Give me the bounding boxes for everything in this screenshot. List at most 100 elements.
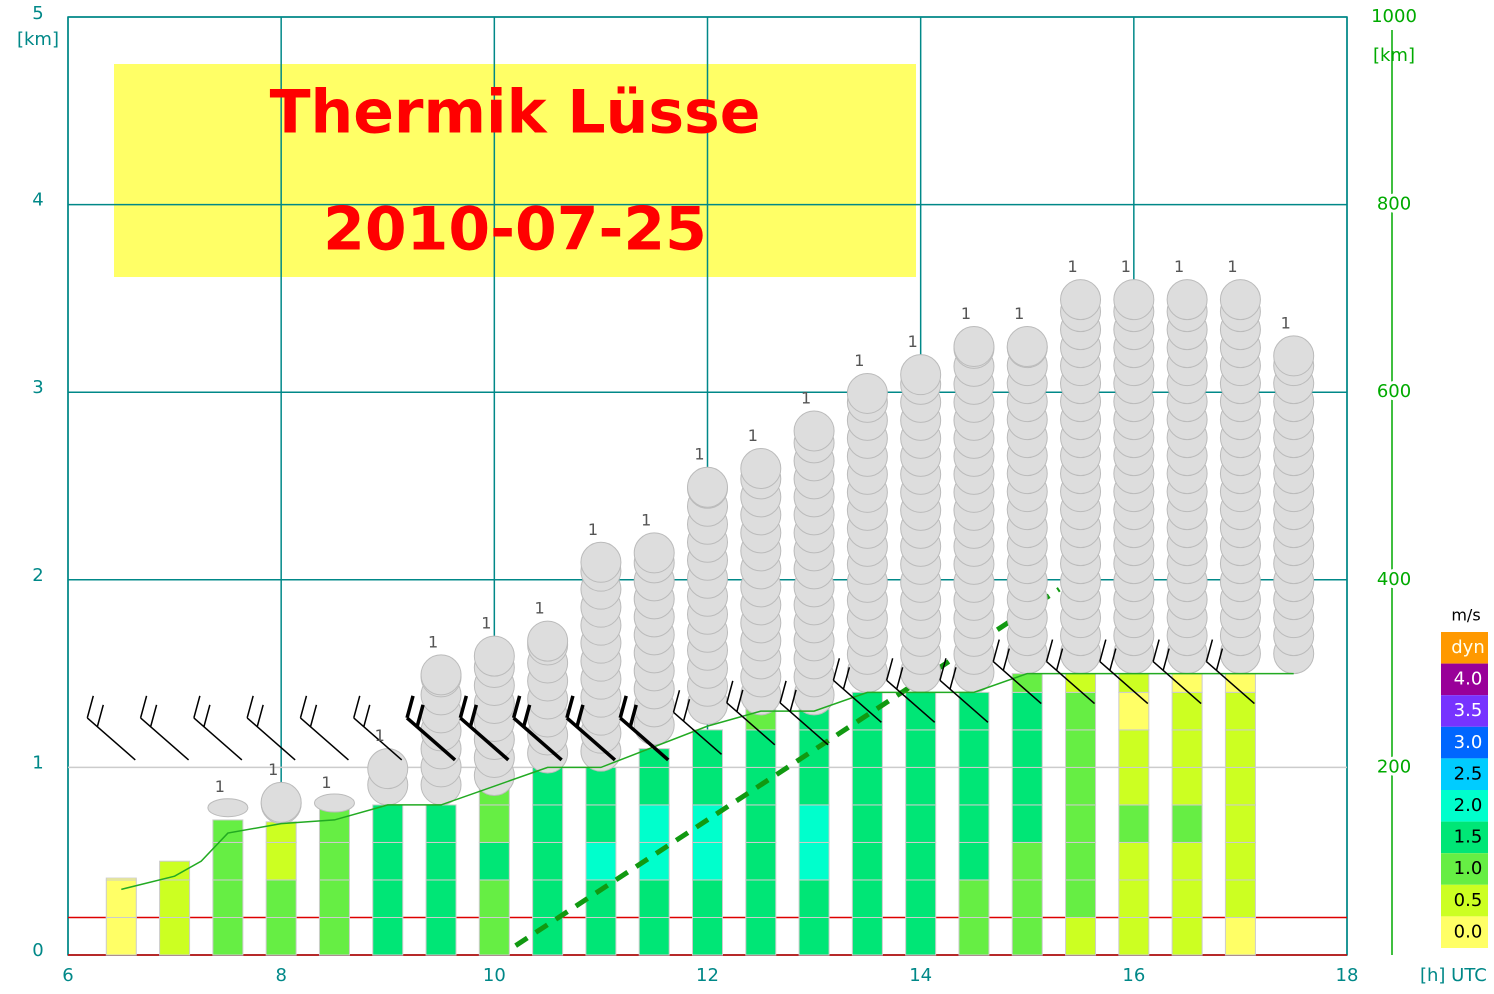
wind-barb-feather xyxy=(246,695,264,728)
thermal-cell xyxy=(585,916,617,956)
thermal-cell xyxy=(745,879,777,918)
thermal-cell xyxy=(585,804,617,843)
cloud xyxy=(1113,279,1155,675)
y2-tick-label: 600 xyxy=(1377,381,1411,402)
thermal-cell xyxy=(532,766,564,806)
wind-barb-feather xyxy=(139,695,158,728)
cloud-puff xyxy=(207,798,249,818)
thermal-cell xyxy=(958,766,990,806)
thermal-cell xyxy=(905,804,937,843)
thermal-cell xyxy=(425,804,457,843)
cloud-puff xyxy=(846,372,888,414)
wind-barb-feather xyxy=(1205,639,1224,671)
thermal-cell xyxy=(372,916,404,956)
cloud-label: 1 xyxy=(375,726,385,745)
thermal-cell xyxy=(265,879,297,918)
thermal-cell xyxy=(1118,804,1150,843)
thermal-cell xyxy=(1065,729,1097,768)
wind-barb-shaft xyxy=(140,717,190,761)
thermal-cell xyxy=(478,879,510,918)
wind-barb xyxy=(779,680,829,746)
wind-barb-feather xyxy=(299,695,318,728)
thermal-cell xyxy=(585,766,617,806)
cloud-label: 1 xyxy=(535,599,545,618)
cloud-label: 1 xyxy=(908,332,918,351)
legend-label: 1.5 xyxy=(1454,827,1483,848)
thermal-cell xyxy=(1118,841,1150,881)
x-axis-label: [h] UTC xyxy=(1420,965,1487,986)
cloud xyxy=(1273,335,1315,675)
cloud-puff xyxy=(260,781,302,823)
y2-tick-label: 800 xyxy=(1377,194,1411,215)
thermal-cell xyxy=(905,766,937,806)
cloud xyxy=(633,532,675,746)
wind-barb-feather xyxy=(618,695,638,728)
wind-barb xyxy=(405,695,457,762)
y-tick-label: 5 xyxy=(32,3,43,24)
wind-barb-shaft xyxy=(86,717,136,761)
y-tick-label: 0 xyxy=(32,940,43,961)
thermal-cell xyxy=(1118,729,1150,768)
chart-subtitle: 2010-07-25 xyxy=(323,195,707,265)
y-tick-label: 4 xyxy=(32,190,43,211)
cloud-label: 1 xyxy=(321,773,331,792)
thermal-cell xyxy=(958,916,990,956)
cloud-label: 1 xyxy=(1067,257,1077,276)
wind-barb-feather xyxy=(885,658,904,690)
legend-label: 3.5 xyxy=(1454,700,1483,721)
cloud xyxy=(527,620,569,774)
wind-barb xyxy=(618,695,670,762)
wind-barb-shaft xyxy=(939,679,989,723)
cloud-puff xyxy=(1219,279,1261,321)
thermal-cell xyxy=(318,916,350,956)
legend-title: m/s xyxy=(1451,606,1480,625)
wind-barb-shaft xyxy=(992,661,1042,705)
y2-tick-label: 400 xyxy=(1377,569,1411,590)
cloud xyxy=(207,798,249,818)
thermal-cell xyxy=(585,879,617,918)
y2-tick-label: 200 xyxy=(1377,756,1411,777)
thermal-cell xyxy=(692,916,723,956)
cloud xyxy=(740,447,782,716)
x-tick-label: 14 xyxy=(909,965,932,986)
cloud xyxy=(473,635,515,797)
cloud-label: 1 xyxy=(748,426,758,445)
thermal-cell xyxy=(425,916,457,956)
thermal-cell xyxy=(1171,804,1203,843)
wind-barb-feather xyxy=(1099,639,1117,671)
wind-barb xyxy=(1205,639,1255,705)
thermal-cell xyxy=(1118,916,1150,956)
y-tick-label: 2 xyxy=(32,565,43,586)
plot xyxy=(67,16,1348,956)
cloud xyxy=(1060,279,1102,675)
thermal-cell xyxy=(532,804,564,843)
wind-barb-shaft xyxy=(779,702,829,746)
title-box xyxy=(114,64,916,277)
cloud-puff xyxy=(313,793,355,813)
cloud-puff xyxy=(580,541,622,583)
wind-barb-feather xyxy=(405,695,425,728)
thermal-cell xyxy=(1224,916,1256,956)
wind-barb xyxy=(672,690,722,755)
thermal-cell xyxy=(159,916,191,956)
y-tick-label: 1 xyxy=(32,752,43,773)
wind-barb xyxy=(726,680,776,746)
thermal-cell xyxy=(851,766,883,806)
thermal-cell xyxy=(1171,841,1203,881)
y-axis-label: [km] xyxy=(17,29,59,50)
thermal-cell xyxy=(745,729,777,768)
thermal-cell xyxy=(1224,804,1256,843)
cloud-label: 1 xyxy=(801,388,811,407)
thermal-cell xyxy=(1011,879,1043,918)
x-tick-label: 12 xyxy=(696,965,719,986)
thermal-cell xyxy=(478,804,510,843)
wind-barb-feather xyxy=(511,695,532,728)
cloud-label: 1 xyxy=(481,614,491,633)
cloud-puff xyxy=(740,447,782,489)
wind-barb-feather xyxy=(193,695,211,728)
thermal-cell xyxy=(1065,841,1097,881)
wind-barb xyxy=(353,695,403,761)
x-tick-label: 8 xyxy=(275,965,286,986)
cloud-label: 1 xyxy=(215,777,225,796)
